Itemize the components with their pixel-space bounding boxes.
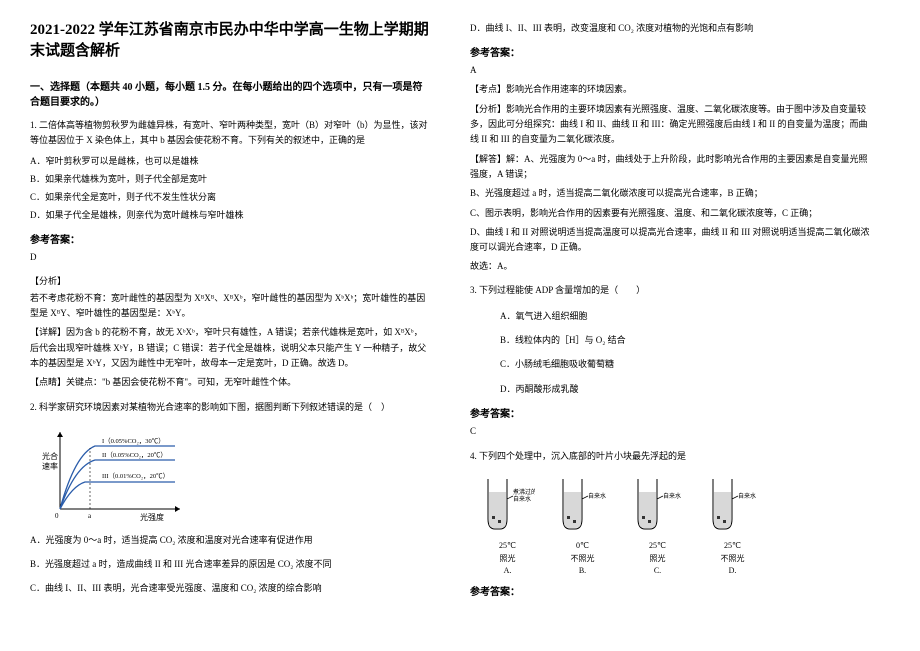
q2-k1: 【考点】影响光合作用速率的环境因素。 (470, 82, 870, 97)
q1-analysis-4: 【点睛】关键点："b 基因会使花粉不育"。可知，无窄叶雌性个体。 (30, 375, 430, 390)
q2-opt-c: C．曲线 I、II、III 表明，光合速率受光强度、温度和 CO₂ 浓度的综合影… (30, 580, 430, 596)
q2-k2: 【分析】影响光合作用的主要环境因素有光照强度、温度、二氧化碳浓度等。由于图中涉及… (470, 102, 870, 148)
q4-ans-label: 参考答案： (470, 583, 870, 598)
q2-k4: B、光强度超过 a 时，适当提高二氧化碳浓度可以提高光合速率，B 正确； (470, 186, 870, 201)
q1-analysis-3: 【详解】因为含 b 的花粉不育，故无 XᵇXᵇ，窄叶只有雄性，A 错误；若亲代雄… (30, 325, 430, 371)
tube-c: 自来水 25℃ 照光 C. (630, 474, 685, 576)
tube-a-light: 照光 (500, 554, 516, 564)
tube-b: 自来水 0℃ 不照光 B. (555, 474, 610, 576)
q1-opt-d: D．如果子代全是雄株，则亲代为宽叶雌株与窄叶雄株 (30, 207, 430, 223)
q1-stem: 1. 二倍体高等植物剪秋罗为雌雄异株，有宽叶、窄叶两种类型，宽叶（B）对窄叶（b… (30, 118, 430, 149)
tube-b-light: 不照光 (571, 554, 595, 564)
section-header: 一、选择题（本题共 40 小题，每小题 1.5 分。在每小题给出的四个选项中，只… (30, 80, 430, 110)
q3-ans-label: 参考答案： (470, 405, 870, 420)
q1-analysis-1: 【分析】 (30, 274, 430, 287)
chart-ylabel-2: 速率 (42, 461, 58, 471)
tube-b-label: B. (579, 566, 586, 576)
q1-ans-label: 参考答案： (30, 231, 430, 246)
svg-text:自来水: 自来水 (513, 495, 531, 503)
q3-opt-c: C．小肠绒毛细胞吸收葡萄糖 (470, 356, 870, 372)
q2-opt-d: D．曲线 I、II、III 表明，改变温度和 CO₂ 浓度对植物的光饱和点有影响 (470, 20, 870, 36)
q2-k5: C、图示表明，影响光合作用的因素要有光照强度、温度、和二氧化碳浓度等，C 正确； (470, 206, 870, 221)
svg-text:自来水: 自来水 (663, 492, 681, 500)
svg-text:自来水: 自来水 (738, 492, 756, 500)
tube-d-temp: 25℃ (724, 541, 741, 551)
q3-stem: 3. 下列过程能使 ADP 含量增加的是（ ） (470, 283, 870, 298)
chart-xlabel: 光强度 (140, 512, 164, 522)
q2-ans-label: 参考答案： (470, 44, 870, 59)
chart-origin-label: 0 (55, 512, 59, 520)
q4-tubes: 煮沸过的 自来水 25℃ 照光 A. 自来水 0℃ (470, 474, 870, 576)
chart-ylabel-1: 光合 (42, 451, 58, 461)
q4-stem: 4. 下列四个处理中，沉入底部的叶片小块最先浮起的是 (470, 449, 870, 464)
tube-a-temp: 25℃ (499, 541, 516, 551)
q2-ans: A (470, 63, 870, 78)
chart-legend-2: II（0.05%CO₂，20℃） (102, 451, 167, 459)
q1-opt-b: B．如果亲代雄株为宽叶，则子代全部是宽叶 (30, 171, 430, 187)
tube-a-label: A. (504, 566, 512, 576)
q3-opt-b: B．线粒体内的［H］与 O₂ 结合 (470, 332, 870, 348)
q3-ans: C (470, 424, 870, 439)
exam-page: 2021-2022 学年江苏省南京市民办中华中学高一生物上学期期末试题含解析 一… (0, 0, 920, 622)
q1-analysis-2: 若不考虑花粉不育：宽叶雌性的基因型为 XᴮXᴮ、XᴮXᵇ，窄叶雌性的基因型为 X… (30, 291, 430, 322)
left-column: 2021-2022 学年江苏省南京市民办中华中学高一生物上学期期末试题含解析 一… (30, 20, 430, 602)
chart-legend-3: III（0.01%CO₂，20℃） (102, 472, 169, 480)
chart-legend-1: I（0.05%CO₂，30℃） (102, 437, 165, 445)
q2-k7: 故选：A。 (470, 259, 870, 274)
svg-text:煮沸过的: 煮沸过的 (513, 488, 535, 496)
tube-b-temp: 0℃ (576, 541, 589, 551)
svg-text:自来水: 自来水 (588, 492, 606, 500)
chart-a-label: a (88, 512, 92, 520)
q3-opt-d: D．丙酮酸形成乳酸 (470, 381, 870, 397)
q1-opt-a: A．窄叶剪秋罗可以是雌株，也可以是雄株 (30, 153, 430, 169)
tube-d-label: D. (729, 566, 737, 576)
tube-c-label: C. (654, 566, 661, 576)
q2-opt-a: A．光强度为 0～a 时，适当提高 CO₂ 浓度和温度对光合速率有促进作用 (30, 532, 430, 548)
q3-opt-a: A．氧气进入组织细胞 (470, 308, 870, 324)
tube-a: 煮沸过的 自来水 25℃ 照光 A. (480, 474, 535, 576)
tube-d-light: 不照光 (721, 554, 745, 564)
q2-k6: D、曲线 I 和 II 对照说明适当提高温度可以提高光合速率，曲线 II 和 I… (470, 225, 870, 256)
tube-d: 自来水 25℃ 不照光 D. (705, 474, 760, 576)
q2-k3: 【解答】解：A、光强度为 0～a 时，曲线处于上升阶段，此时影响光合作用的主要因… (470, 152, 870, 183)
q2-stem: 2. 科学家研究环境因素对某植物光合速率的影响如下图，据图判断下列叙述错误的是（… (30, 400, 430, 415)
tube-c-temp: 25℃ (649, 541, 666, 551)
exam-title: 2021-2022 学年江苏省南京市民办中华中学高一生物上学期期末试题含解析 (30, 20, 430, 62)
right-column: D．曲线 I、II、III 表明，改变温度和 CO₂ 浓度对植物的光饱和点有影响… (470, 20, 870, 602)
q1-ans: D (30, 250, 430, 265)
tube-c-light: 照光 (650, 554, 666, 564)
q2-opt-b: B．光强度超过 a 时，造成曲线 II 和 III 光合速率差异的原因是 CO₂… (30, 556, 430, 572)
q1-opt-c: C．如果亲代全是宽叶，则子代不发生性状分离 (30, 189, 430, 205)
q2-chart: 0 a 光强度 光合 速率 I（0.05%CO₂，30℃） II（0.05%CO… (40, 424, 190, 524)
